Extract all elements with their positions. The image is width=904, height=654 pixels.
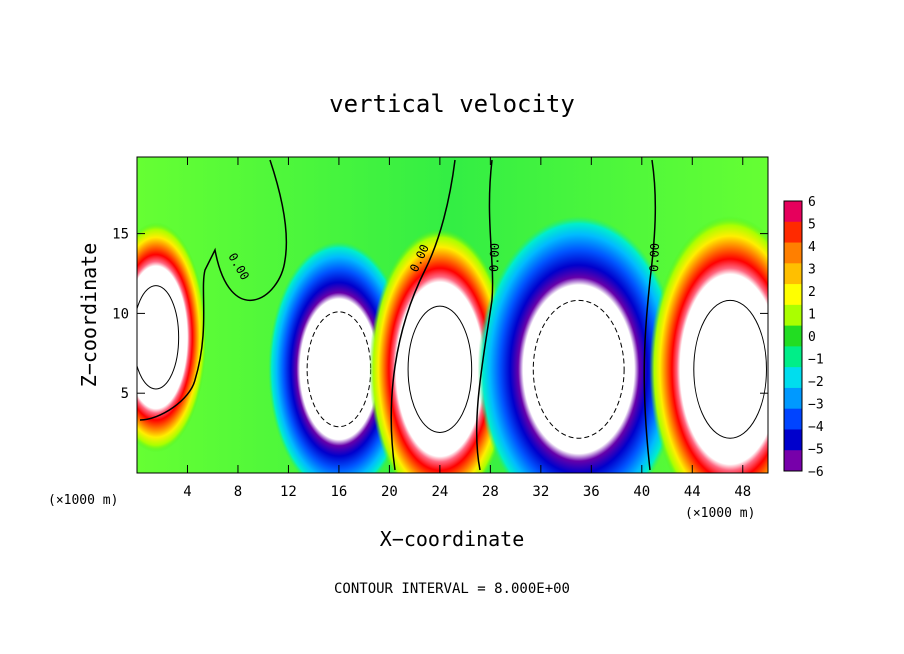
colorbar-label: 0 [808,330,816,345]
colorbar-swatch [784,221,802,244]
colorbar-swatch [784,304,802,327]
colorbar-label: 1 [808,308,816,323]
updraft-region [649,216,768,473]
colorbar-swatch [784,201,802,223]
colorbar-label: −5 [808,443,824,458]
x-tick-label: 40 [633,484,650,500]
colorbar-swatch [784,429,802,451]
x-tick-label: 8 [234,484,242,500]
x-unit-right: (×1000 m) [685,506,755,521]
colorbar-swatch [784,263,802,285]
colorbar-label: −1 [808,353,824,368]
downdraft-contour [532,299,625,439]
contour-label: 0.00 [647,243,662,272]
x-tick-label: 48 [734,484,751,500]
colorbar-swatch [784,346,802,368]
updraft-contour [137,285,180,390]
zero-contour-line [643,159,657,471]
x-tick-label: 36 [583,484,600,500]
heatmap-field [137,157,768,473]
colorbar-label: −2 [808,375,824,390]
y-axis: 5 10 15 [112,227,768,402]
colorbar-swatch [784,408,802,430]
zero-contour-line [475,159,494,471]
colorbar-swatch [784,325,802,347]
colorbar-swatch [784,450,802,472]
x-tick-label: 12 [280,484,297,500]
colorbar-label: 3 [808,263,816,278]
x-tick-label: 16 [330,484,347,500]
plot-frame [136,156,769,474]
contour-interval-footer: CONTOUR INTERVAL = 8.000E+00 [334,581,570,597]
contour-label: 0.00 [487,243,502,272]
colorbar-label: 6 [808,195,816,210]
colorbar-swatch [784,284,802,306]
colorbar-label: −4 [808,420,824,435]
y-tick-label: 15 [112,227,129,243]
updraft-region [369,228,511,473]
x-tick-label: 32 [532,484,549,500]
x-unit-left: (×1000 m) [48,493,118,508]
colorbar-frame [783,200,803,472]
colorbar: 6 5 4 3 2 1 0 −1 −2 −3 −4 −5 −6 [783,195,824,480]
x-tick-label: 44 [684,484,701,500]
x-tick-label: 20 [381,484,398,500]
zero-contour-line [139,159,288,421]
y-tick-label: 5 [121,386,129,402]
zero-contour-line [390,159,456,471]
y-axis-label: Z−coordinate [77,243,101,388]
chart-title: vertical velocity [329,90,575,118]
colorbar-label: 5 [808,218,816,233]
colorbar-label: 2 [808,285,816,300]
updraft-region [137,222,207,453]
x-tick-label: 28 [482,484,499,500]
colorbar-swatch [784,242,802,264]
colorbar-label: −3 [808,398,824,413]
colorbar-label: −6 [808,465,824,480]
x-axis-label: X−coordinate [380,527,525,551]
y-tick-label: 10 [112,306,129,322]
x-tick-label: 4 [183,484,191,500]
updraft-contour [693,299,767,439]
updraft-contour [407,305,473,433]
colorbar-swatch [784,367,802,389]
colorbar-swatch [784,387,802,410]
x-tick-label: 24 [431,484,448,500]
downdraft-region [477,216,680,473]
colorbar-label: 4 [808,240,816,255]
x-axis: 4 8 12 16 20 24 28 32 36 40 44 48 [183,157,751,500]
